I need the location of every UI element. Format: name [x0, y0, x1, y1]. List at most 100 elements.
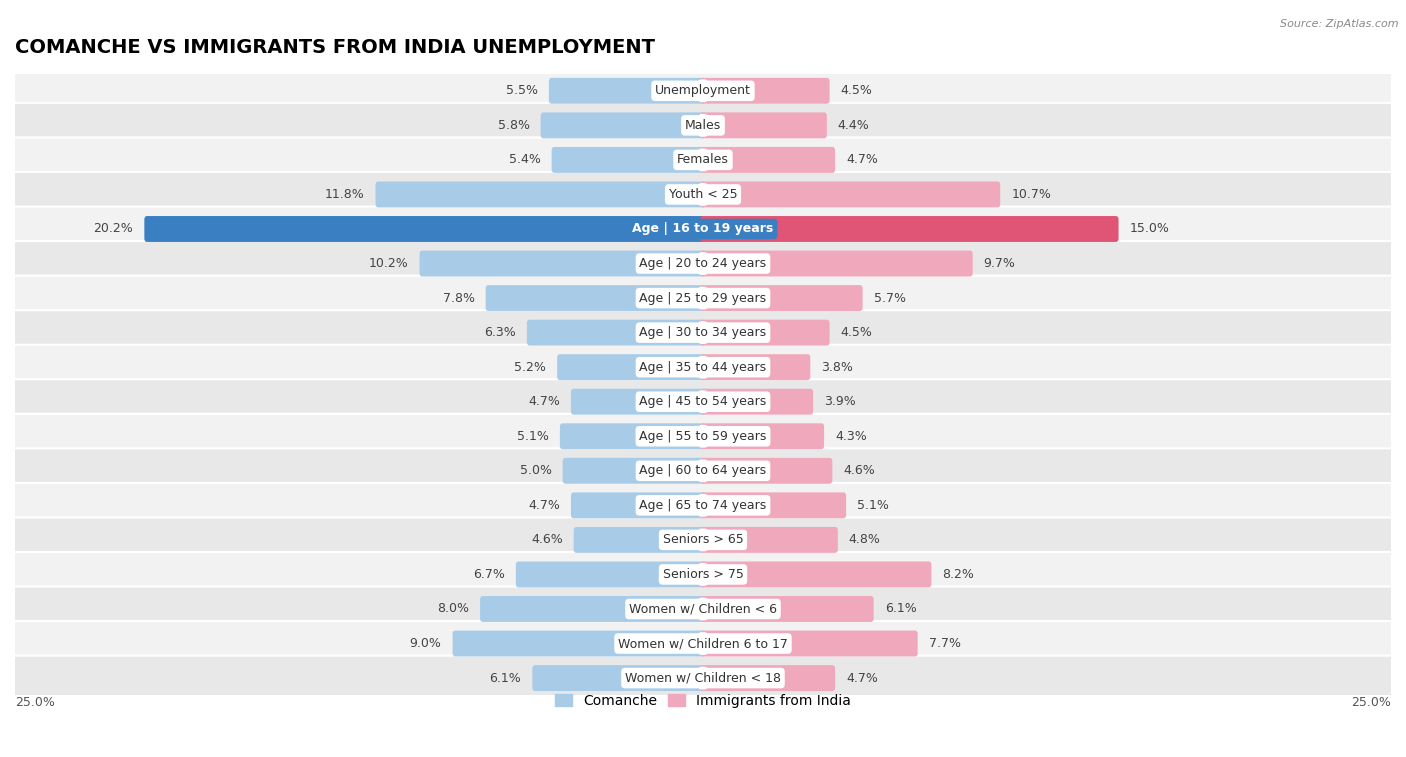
- FancyBboxPatch shape: [700, 527, 838, 553]
- FancyBboxPatch shape: [697, 321, 709, 344]
- FancyBboxPatch shape: [560, 423, 706, 449]
- Text: 25.0%: 25.0%: [1351, 696, 1391, 709]
- Text: 3.8%: 3.8%: [821, 360, 853, 374]
- Text: 6.1%: 6.1%: [489, 671, 522, 684]
- FancyBboxPatch shape: [700, 319, 830, 346]
- Text: Women w/ Children < 6: Women w/ Children < 6: [628, 603, 778, 615]
- FancyBboxPatch shape: [697, 356, 709, 378]
- Text: Age | 16 to 19 years: Age | 16 to 19 years: [633, 223, 773, 235]
- Text: 5.1%: 5.1%: [517, 430, 548, 443]
- FancyBboxPatch shape: [11, 103, 1395, 148]
- FancyBboxPatch shape: [453, 631, 706, 656]
- FancyBboxPatch shape: [11, 172, 1395, 217]
- FancyBboxPatch shape: [700, 423, 824, 449]
- FancyBboxPatch shape: [571, 389, 706, 415]
- FancyBboxPatch shape: [11, 344, 1395, 390]
- FancyBboxPatch shape: [700, 389, 813, 415]
- FancyBboxPatch shape: [697, 528, 709, 551]
- Text: Seniors > 75: Seniors > 75: [662, 568, 744, 581]
- FancyBboxPatch shape: [700, 596, 873, 622]
- FancyBboxPatch shape: [700, 665, 835, 691]
- FancyBboxPatch shape: [700, 631, 918, 656]
- Text: 6.1%: 6.1%: [884, 603, 917, 615]
- Text: 8.2%: 8.2%: [942, 568, 974, 581]
- Text: 4.7%: 4.7%: [846, 154, 877, 167]
- Text: Unemployment: Unemployment: [655, 84, 751, 98]
- Text: 5.4%: 5.4%: [509, 154, 541, 167]
- Text: 6.3%: 6.3%: [484, 326, 516, 339]
- Text: 5.0%: 5.0%: [520, 464, 551, 478]
- FancyBboxPatch shape: [697, 563, 709, 586]
- Text: 15.0%: 15.0%: [1129, 223, 1170, 235]
- FancyBboxPatch shape: [11, 483, 1395, 528]
- Text: 6.7%: 6.7%: [472, 568, 505, 581]
- Text: Females: Females: [678, 154, 728, 167]
- Text: Seniors > 65: Seniors > 65: [662, 534, 744, 547]
- Text: 11.8%: 11.8%: [325, 188, 364, 201]
- FancyBboxPatch shape: [11, 518, 1395, 562]
- FancyBboxPatch shape: [557, 354, 706, 380]
- Text: 10.7%: 10.7%: [1011, 188, 1052, 201]
- FancyBboxPatch shape: [697, 252, 709, 275]
- FancyBboxPatch shape: [697, 183, 709, 206]
- FancyBboxPatch shape: [11, 310, 1395, 355]
- FancyBboxPatch shape: [11, 68, 1395, 114]
- FancyBboxPatch shape: [11, 656, 1395, 700]
- FancyBboxPatch shape: [700, 251, 973, 276]
- FancyBboxPatch shape: [571, 492, 706, 519]
- FancyBboxPatch shape: [700, 354, 810, 380]
- FancyBboxPatch shape: [562, 458, 706, 484]
- FancyBboxPatch shape: [11, 621, 1395, 666]
- FancyBboxPatch shape: [11, 552, 1395, 597]
- FancyBboxPatch shape: [533, 665, 706, 691]
- FancyBboxPatch shape: [697, 114, 709, 137]
- Text: 8.0%: 8.0%: [437, 603, 470, 615]
- FancyBboxPatch shape: [11, 448, 1395, 494]
- FancyBboxPatch shape: [11, 414, 1395, 459]
- Text: Age | 45 to 54 years: Age | 45 to 54 years: [640, 395, 766, 408]
- Text: 4.8%: 4.8%: [849, 534, 880, 547]
- Text: Age | 30 to 34 years: Age | 30 to 34 years: [640, 326, 766, 339]
- Text: 9.7%: 9.7%: [984, 257, 1015, 270]
- FancyBboxPatch shape: [548, 78, 706, 104]
- Text: 25.0%: 25.0%: [15, 696, 55, 709]
- Text: 5.7%: 5.7%: [873, 291, 905, 304]
- FancyBboxPatch shape: [700, 78, 830, 104]
- FancyBboxPatch shape: [697, 667, 709, 690]
- FancyBboxPatch shape: [697, 391, 709, 413]
- Text: 4.5%: 4.5%: [841, 326, 873, 339]
- FancyBboxPatch shape: [697, 632, 709, 655]
- FancyBboxPatch shape: [479, 596, 706, 622]
- FancyBboxPatch shape: [11, 587, 1395, 631]
- Text: Age | 35 to 44 years: Age | 35 to 44 years: [640, 360, 766, 374]
- Text: Age | 65 to 74 years: Age | 65 to 74 years: [640, 499, 766, 512]
- Text: 5.5%: 5.5%: [506, 84, 538, 98]
- Text: 5.2%: 5.2%: [515, 360, 546, 374]
- FancyBboxPatch shape: [697, 494, 709, 517]
- FancyBboxPatch shape: [11, 276, 1395, 320]
- FancyBboxPatch shape: [697, 425, 709, 447]
- Text: Age | 25 to 29 years: Age | 25 to 29 years: [640, 291, 766, 304]
- FancyBboxPatch shape: [541, 112, 706, 139]
- Text: 20.2%: 20.2%: [94, 223, 134, 235]
- FancyBboxPatch shape: [700, 458, 832, 484]
- FancyBboxPatch shape: [419, 251, 706, 276]
- FancyBboxPatch shape: [700, 562, 931, 587]
- Text: 4.6%: 4.6%: [531, 534, 562, 547]
- FancyBboxPatch shape: [516, 562, 706, 587]
- Text: 4.4%: 4.4%: [838, 119, 869, 132]
- Text: 4.6%: 4.6%: [844, 464, 875, 478]
- FancyBboxPatch shape: [697, 79, 709, 102]
- Text: 4.7%: 4.7%: [529, 395, 560, 408]
- FancyBboxPatch shape: [700, 112, 827, 139]
- FancyBboxPatch shape: [700, 147, 835, 173]
- Legend: Comanche, Immigrants from India: Comanche, Immigrants from India: [550, 688, 856, 713]
- Text: COMANCHE VS IMMIGRANTS FROM INDIA UNEMPLOYMENT: COMANCHE VS IMMIGRANTS FROM INDIA UNEMPL…: [15, 38, 655, 57]
- FancyBboxPatch shape: [700, 216, 1119, 242]
- Text: Youth < 25: Youth < 25: [669, 188, 737, 201]
- Text: 5.8%: 5.8%: [498, 119, 530, 132]
- FancyBboxPatch shape: [700, 285, 863, 311]
- FancyBboxPatch shape: [485, 285, 706, 311]
- Text: 5.1%: 5.1%: [858, 499, 889, 512]
- Text: Age | 55 to 59 years: Age | 55 to 59 years: [640, 430, 766, 443]
